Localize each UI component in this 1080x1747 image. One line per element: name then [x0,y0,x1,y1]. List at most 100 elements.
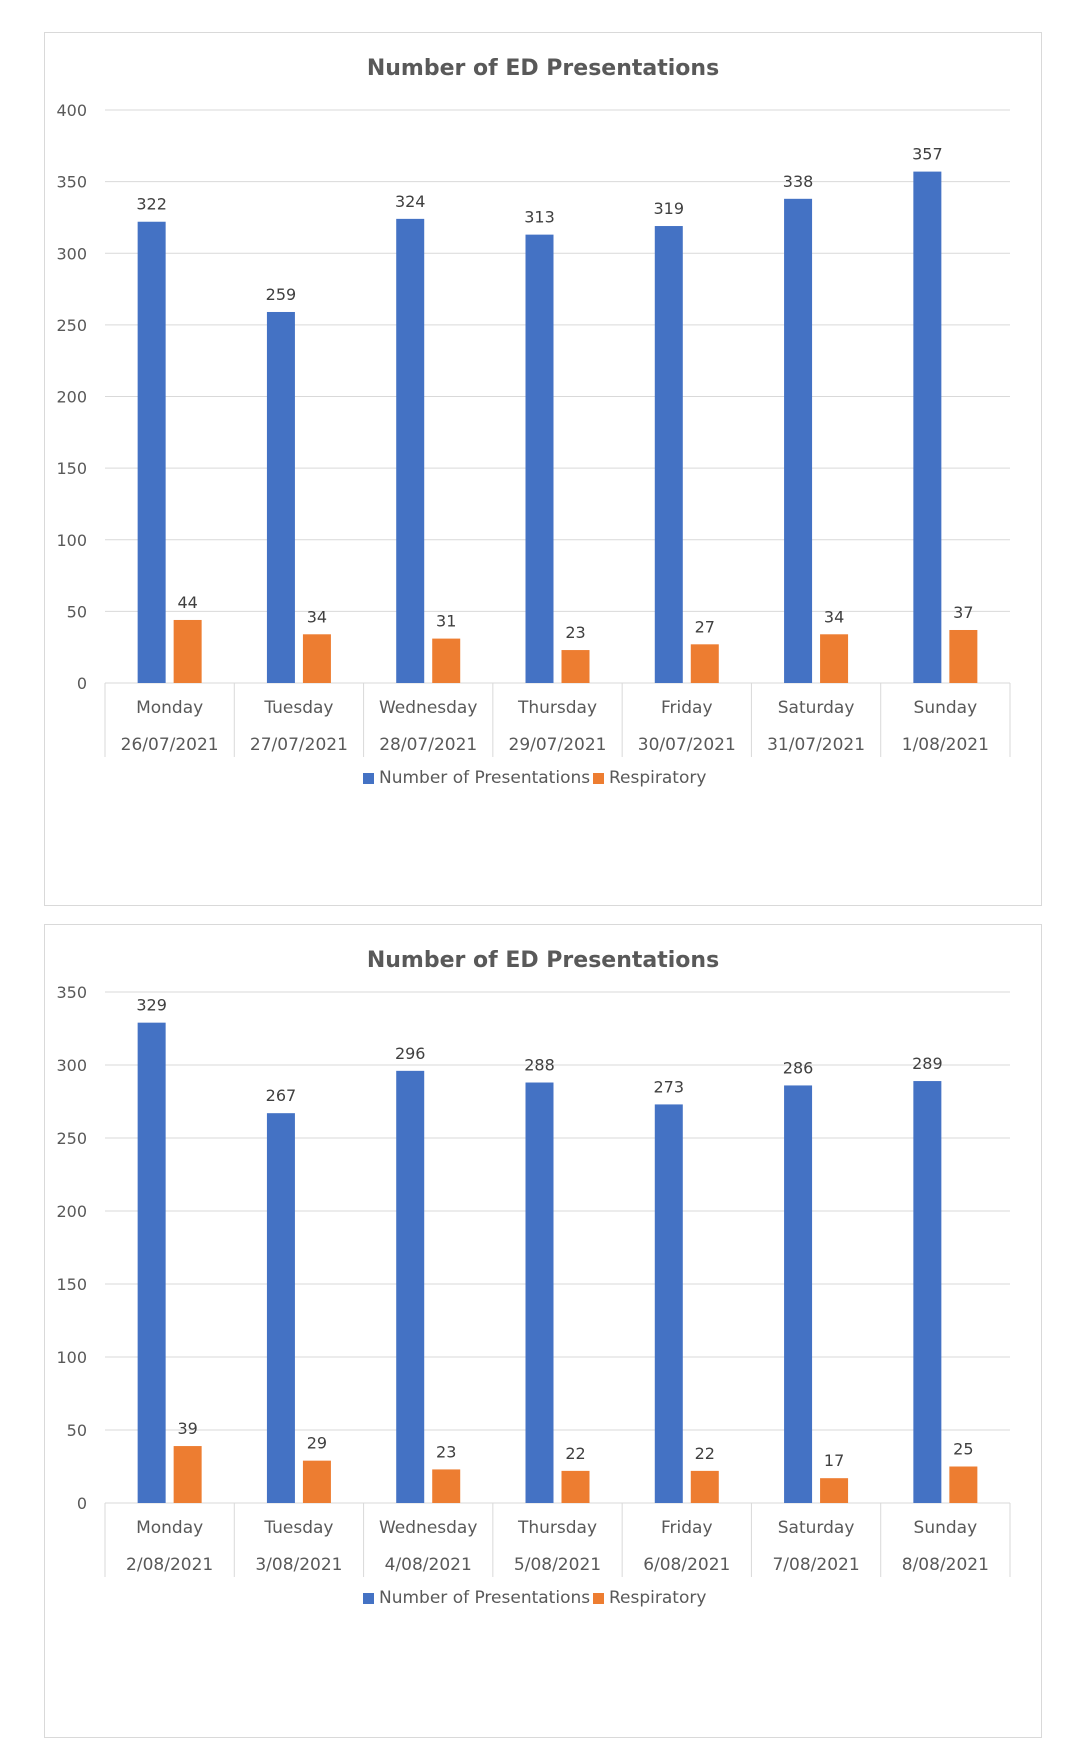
bar [913,171,942,683]
y-tick-label: 300 [56,244,87,263]
bar [302,1460,331,1503]
data-label: 29 [307,1434,327,1453]
y-tick-label: 250 [56,316,87,335]
category-date-label: 27/07/2021 [250,735,348,755]
bar-chart-1: Number of ED Presentations 0 50 100 150 200 2… [56,56,1011,788]
legend-swatch [593,1593,604,1604]
category-label: Thursday [517,698,597,718]
data-label: 289 [912,1054,943,1073]
data-label: 267 [266,1086,297,1105]
chart-title: Number of ED Presentations [367,948,719,973]
category-label: Saturday [778,1518,855,1538]
data-label: 296 [395,1044,426,1063]
data-label: 39 [177,1419,197,1438]
bar [173,1446,202,1503]
legend-label: Respiratory [609,768,706,788]
category-date-label: 29/07/2021 [509,735,607,755]
data-label: 44 [177,593,197,612]
chart-panel-1: Number of ED Presentations 0 50 100 150 200 2… [44,32,1042,906]
data-label: 34 [307,607,327,626]
category-label: Friday [661,1518,713,1538]
y-tick-label: 50 [67,1421,87,1440]
chart-panel-2: Number of ED Presentations 0 50 100 150 200 2… [44,924,1042,1738]
data-label: 324 [395,192,426,211]
bar [137,221,166,684]
data-label: 27 [695,617,715,636]
category-date-label: 30/07/2021 [638,735,736,755]
data-label: 23 [565,623,585,642]
bar [949,1466,978,1503]
category-date-label: 5/08/2021 [514,1555,601,1575]
bar [432,1469,461,1503]
category-label: Wednesday [379,1518,477,1538]
data-label: 25 [953,1440,973,1459]
chart-title: Number of ED Presentations [367,56,719,81]
category-label: Wednesday [379,698,477,718]
legend-label: Respiratory [609,1588,706,1608]
category-date-label: 6/08/2021 [643,1555,730,1575]
bar [949,629,978,683]
y-tick-label: 0 [77,674,87,693]
data-label: 288 [524,1056,555,1075]
y-tick-label: 250 [56,1129,87,1148]
category-date-label: 8/08/2021 [902,1555,989,1575]
bar [525,234,554,683]
legend-swatch [363,773,374,784]
category-date-label: 2/08/2021 [126,1555,213,1575]
data-label: 259 [266,285,297,304]
bar [820,634,849,683]
legend-swatch [363,1593,374,1604]
data-label: 286 [783,1058,814,1077]
category-label: Thursday [517,1518,597,1538]
y-tick-label: 100 [56,1348,87,1367]
data-label: 313 [524,208,555,227]
legend-swatch [593,773,604,784]
bar [913,1081,942,1503]
bar [266,1113,295,1503]
data-label: 22 [565,1444,585,1463]
data-label: 273 [654,1077,685,1096]
bar-chart-2: Number of ED Presentations 0 50 100 150 200 2… [56,948,1011,1608]
bar [820,1478,849,1503]
category-label: Monday [136,698,203,718]
bar [432,638,461,683]
category-date-label: 28/07/2021 [379,735,477,755]
bar [784,198,813,683]
category-date-label: 3/08/2021 [255,1555,342,1575]
bar [137,1022,166,1503]
category-label: Friday [661,698,713,718]
data-label: 338 [783,172,814,191]
bar [690,1470,719,1503]
bar [302,634,331,683]
data-label: 22 [695,1444,715,1463]
category-label: Tuesday [263,1518,333,1538]
y-tick-label: 350 [56,173,87,192]
bar [561,650,590,683]
category-date-label: 31/07/2021 [767,735,865,755]
y-tick-label: 200 [56,1202,87,1221]
category-date-label: 4/08/2021 [385,1555,472,1575]
category-label: Monday [136,1518,203,1538]
bar [266,311,295,683]
data-label: 329 [136,996,167,1015]
y-tick-label: 50 [67,602,87,621]
data-label: 23 [436,1442,456,1461]
bar [690,644,719,683]
y-tick-label: 150 [56,459,87,478]
bar [396,218,425,683]
category-date-label: 1/08/2021 [902,735,989,755]
data-label: 37 [953,603,973,622]
y-tick-label: 200 [56,388,87,407]
data-label: 357 [912,145,943,164]
legend-label: Number of Presentations [379,1588,590,1608]
y-tick-label: 350 [56,983,87,1002]
y-tick-label: 0 [77,1494,87,1513]
category-date-label: 7/08/2021 [772,1555,859,1575]
bar [396,1070,425,1503]
category-label: Tuesday [263,698,333,718]
y-tick-label: 150 [56,1275,87,1294]
category-label: Saturday [778,698,855,718]
bar [561,1470,590,1503]
data-label: 17 [824,1451,844,1470]
category-date-label: 26/07/2021 [121,735,219,755]
